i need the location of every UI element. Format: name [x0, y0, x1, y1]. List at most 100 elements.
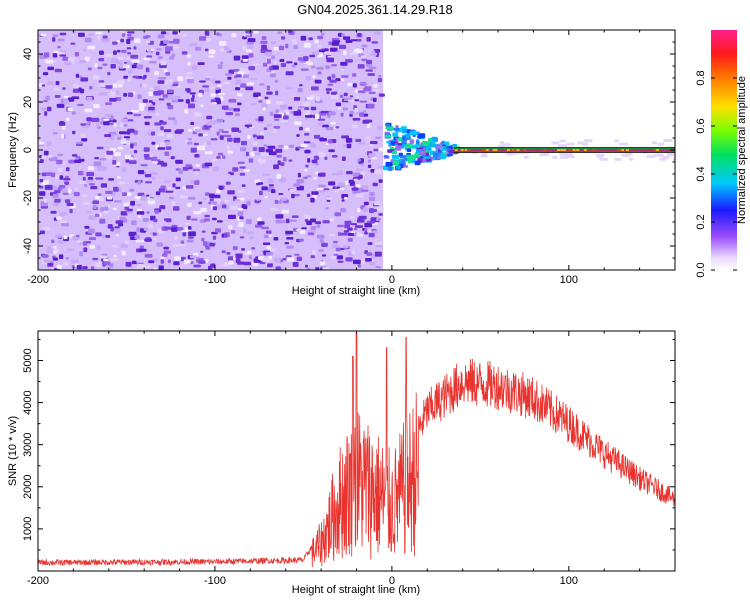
spectrogram-noise-cell	[43, 100, 48, 102]
spectrogram-noise-cell	[328, 181, 336, 186]
spectrogram-noise-cell	[150, 172, 158, 175]
spectrogram-noise-cell	[367, 229, 372, 233]
spectrogram-noise-cell	[146, 211, 150, 214]
spectrogram-noise-cell	[377, 125, 383, 130]
spectrogram-noise-cell	[302, 102, 310, 107]
spectrogram-noise-cell	[324, 48, 329, 52]
spectrogram-noise-cell	[285, 43, 289, 49]
spectrogram-noise-cell	[326, 196, 333, 200]
spectrogram-noise-cell	[310, 106, 317, 111]
spectrogram-noise-cell	[343, 36, 351, 40]
spectrogram-noise-cell	[244, 124, 253, 127]
spectrogram-noise-cell	[354, 108, 358, 112]
spectrogram-noise-cell	[61, 133, 65, 139]
spectrogram-noise-cell	[122, 167, 127, 172]
spectrogram-noise-cell	[57, 38, 65, 42]
spectrogram-noise-cell	[206, 37, 212, 42]
spectrogram-noise-cell	[104, 261, 111, 266]
spectrogram-noise-cell	[82, 266, 88, 269]
spectrogram-noise-cell	[284, 242, 290, 245]
spectrogram-noise-cell	[62, 192, 69, 195]
spectrogram-noise-cell	[136, 64, 144, 70]
spectrogram-noise-cell	[267, 145, 276, 149]
spectrogram-noise-cell	[359, 100, 368, 103]
spectrogram-noise-cell	[144, 174, 152, 178]
spectrogram-noise-cell	[286, 257, 295, 262]
spectrogram-transition-cell	[416, 145, 421, 148]
spectrogram-transition-cell	[414, 160, 421, 166]
spectrogram-noise-cell	[218, 33, 223, 37]
spectrogram-noise-cell	[72, 30, 77, 34]
spectrogram-noise-cell	[86, 241, 91, 244]
spectrogram-noise-cell	[52, 53, 58, 58]
spectrogram-noise-cell	[216, 204, 223, 209]
spectrogram-noise-cell	[305, 76, 311, 81]
spectrogram-noise-cell	[266, 245, 271, 250]
spectrogram-noise-cell	[194, 154, 200, 158]
spectrogram-noise-cell	[356, 232, 361, 236]
spectrogram-noise-cell	[331, 64, 337, 67]
spectrogram-noise-cell	[340, 208, 347, 213]
spectrogram-line-dot	[513, 149, 517, 151]
spectrogram-noise-cell	[157, 132, 164, 136]
spectrogram-noise-cell	[40, 33, 47, 37]
spectrogram-noise-cell	[65, 257, 69, 260]
spectrogram-noise-cell	[171, 201, 176, 206]
spectrogram-noise-cell	[275, 109, 280, 114]
spectrogram-noise-cell	[369, 221, 375, 224]
spectrogram-noise-cell	[110, 258, 119, 261]
spectrogram-noise-cell	[363, 113, 369, 117]
spectrogram-transition-cell	[447, 153, 453, 156]
spectrogram-noise-cell	[143, 227, 149, 231]
spectrogram-noise-cell	[87, 166, 94, 171]
spectrogram-noise-cell	[165, 190, 174, 193]
spectrogram-noise-cell	[291, 64, 296, 68]
spectrogram-noise-cell	[264, 196, 268, 199]
spectrogram-noise-cell	[339, 187, 345, 191]
spectrogram-noise-cell	[266, 99, 271, 104]
spectrogram-noise-cell	[223, 233, 228, 238]
spectrogram-noise-cell	[174, 256, 181, 261]
spectrogram-noise-cell	[183, 259, 191, 264]
spectrogram-noise-cell	[248, 158, 254, 163]
spectrogram-noise-cell	[362, 207, 368, 213]
spectrogram-noise-cell	[190, 121, 195, 125]
spectrogram-noise-cell	[368, 91, 376, 94]
spectrogram-noise-cell	[317, 44, 323, 48]
spectrogram-noise-cell	[352, 172, 361, 177]
spectrogram-noise-cell	[47, 66, 54, 71]
spectrogram-noise-cell	[145, 40, 151, 44]
spectrogram-noise-cell	[57, 45, 61, 49]
spectrogram-noise-cell	[59, 254, 64, 259]
spectrogram-noise-cell	[178, 169, 183, 175]
spectrogram-noise-cell	[347, 233, 355, 236]
spectrogram-noise-cell	[340, 94, 344, 98]
spectrogram-noise-cell	[293, 97, 301, 101]
spectrogram-noise-cell	[182, 231, 187, 237]
spectrogram-transition-cell	[414, 131, 420, 134]
spectrogram-noise-cell	[102, 63, 108, 66]
spectrogram-noise-cell	[332, 240, 338, 244]
spectrogram-noise-cell	[44, 172, 52, 176]
spectrogram-noise-cell	[371, 156, 377, 160]
spectrogram-noise-cell	[362, 119, 370, 124]
spectrogram-noise-cell	[164, 226, 172, 230]
spectrogram-noise-cell	[76, 239, 82, 243]
spectrogram-noise-cell	[52, 132, 58, 135]
spectrogram-noise-cell	[269, 73, 276, 78]
spectrogram-noise-cell	[318, 184, 326, 188]
spectrogram-noise-cell	[195, 46, 202, 51]
spectrogram-noise-cell	[58, 52, 66, 55]
spectrogram-noise-cell	[54, 95, 61, 98]
snr-y-ticks: 1000 2000 3000 4000 5000	[22, 338, 675, 551]
spectrogram-noise-cell	[230, 172, 234, 176]
spectrogram-noise-cell	[159, 142, 165, 147]
spectrogram-noise-cell	[203, 241, 208, 246]
spectrogram-noise-cell	[330, 94, 339, 100]
spectrogram-noise-cell	[114, 152, 121, 157]
spectrogram-noise-cell	[139, 106, 145, 111]
spectrogram-halo-cell	[539, 153, 549, 157]
spectrogram-noise-cell	[327, 83, 334, 86]
spectrogram-noise-cell	[191, 218, 198, 221]
spectrogram-noise-cell	[56, 216, 62, 220]
